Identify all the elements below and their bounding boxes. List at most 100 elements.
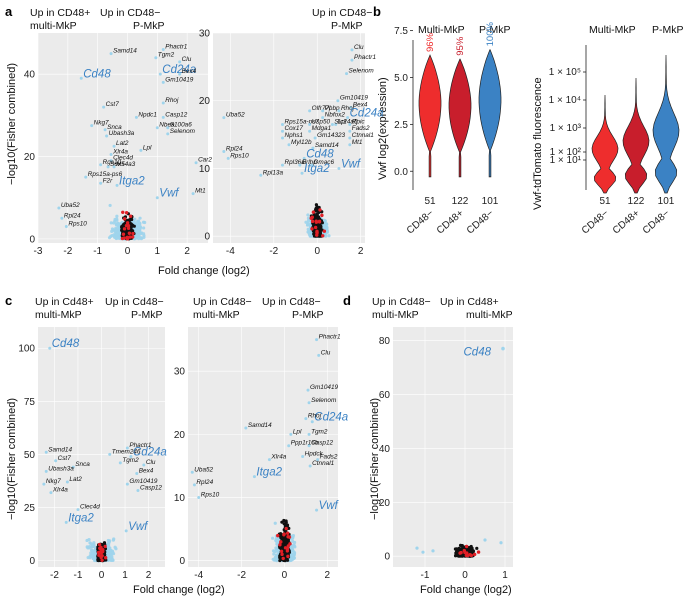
point-labeled (178, 72, 182, 76)
point-labeled (321, 116, 325, 120)
gene-label: Cd48 (52, 338, 80, 350)
point-highlight (97, 553, 101, 557)
gene-label: Nkg7 (94, 120, 109, 127)
point-labeled (42, 482, 46, 486)
count-label: 101 (482, 196, 499, 207)
gene-label: Samd14 (48, 446, 72, 453)
y-tick-label: 1 × 10¹ (550, 155, 582, 166)
point-significant (115, 236, 119, 240)
y-tick-label: 10 (199, 164, 211, 175)
x-tick-label: 0 (99, 570, 105, 581)
point-highlight (286, 554, 290, 559)
gene-label: Uba52 (194, 466, 213, 473)
point-labeled (105, 134, 109, 138)
gene-label: Snca (107, 124, 122, 131)
gene-label: Fads2 (320, 454, 338, 461)
point-labeled (64, 225, 68, 229)
point-highlight (126, 224, 131, 228)
point-labeled (348, 136, 352, 140)
point-significant (327, 234, 331, 238)
point-significant (292, 556, 296, 561)
point-significant (109, 221, 113, 225)
gene-label: Itga2 (68, 512, 94, 524)
point-significant (271, 536, 275, 540)
gene-label: Vwf (341, 158, 362, 170)
header-c2-right-2: P-MkP (292, 309, 324, 321)
point-nonsignificant (458, 543, 463, 547)
point-labeled (330, 122, 334, 126)
header-c-right-1: Up in Cd48− (105, 296, 164, 308)
gene-label: Cd48 (306, 148, 334, 160)
point-labeled (44, 450, 48, 454)
point-labeled (302, 156, 306, 160)
point-significant (117, 229, 121, 233)
point-labeled (124, 529, 128, 533)
category-label: CD48− (641, 208, 672, 237)
point-highlight (122, 217, 127, 221)
gene-label: Ctnnal1 (312, 460, 334, 467)
point-labeled (106, 165, 110, 169)
point-significant (137, 230, 141, 234)
xlabel-a: Fold change (log2) (158, 265, 250, 277)
point-highlight (314, 219, 318, 223)
header-c-right-2: P-MkP (131, 309, 163, 321)
point-labeled (166, 126, 170, 130)
gene-label: Uba52 (61, 202, 80, 209)
point-labeled (348, 129, 352, 133)
point-highlight (285, 531, 290, 535)
point-significant (138, 221, 142, 226)
point-labeled (57, 206, 61, 210)
point-labeled (336, 99, 340, 103)
gene-label: Rps15a-ps7 (284, 118, 319, 125)
point-labeled (280, 136, 284, 140)
gene-label: Itga2 (304, 163, 330, 175)
point-highlight (320, 213, 324, 218)
point-labeled (350, 58, 354, 62)
gene-label: Olfr77l (312, 105, 331, 112)
point-labeled (65, 480, 69, 484)
point-labeled (280, 122, 284, 126)
point-labeled (155, 196, 159, 200)
point-significant (111, 538, 115, 542)
point-nonsignificant (319, 224, 323, 228)
point-highlight (313, 225, 318, 230)
violin-1 (448, 58, 472, 178)
gene-label: Ubash3a (48, 465, 74, 472)
point-highlight (103, 544, 107, 549)
point-labeled (192, 483, 196, 487)
y-tick-label: 40 (379, 444, 391, 455)
point-labeled (315, 508, 319, 512)
x-tick-label: 0 (462, 570, 468, 581)
gene-label: Fads2 (352, 125, 370, 132)
point-significant (483, 538, 487, 542)
point-nonsignificant (130, 217, 134, 222)
y-tick-label: 80 (379, 336, 391, 347)
point-labeled (308, 122, 312, 126)
point-highlight (124, 211, 129, 215)
gene-label: Rps10 (230, 152, 249, 159)
point-nonsignificant (468, 550, 472, 554)
point-highlight (318, 208, 322, 212)
gene-label: Vwf (128, 521, 149, 533)
gene-label: Gm14323 (317, 132, 346, 139)
x-tick-label: 1 (502, 570, 508, 581)
point-labeled (222, 116, 226, 120)
point-significant (115, 214, 119, 218)
panel-label-d: d (343, 293, 351, 308)
point-labeled (103, 128, 107, 132)
point-significant (106, 538, 110, 543)
point-nonsignificant (280, 520, 284, 524)
gene-label: Cox17 (284, 125, 303, 132)
point-nonsignificant (282, 522, 286, 526)
point-nonsignificant (318, 233, 322, 237)
gene-label: Casp12 (140, 485, 162, 492)
point-labeled (287, 444, 291, 448)
point-significant (275, 554, 279, 558)
point-significant (134, 234, 138, 238)
point-labeled (54, 459, 58, 463)
point-labeled (252, 475, 256, 479)
x-tick-label: -1 (74, 570, 83, 581)
